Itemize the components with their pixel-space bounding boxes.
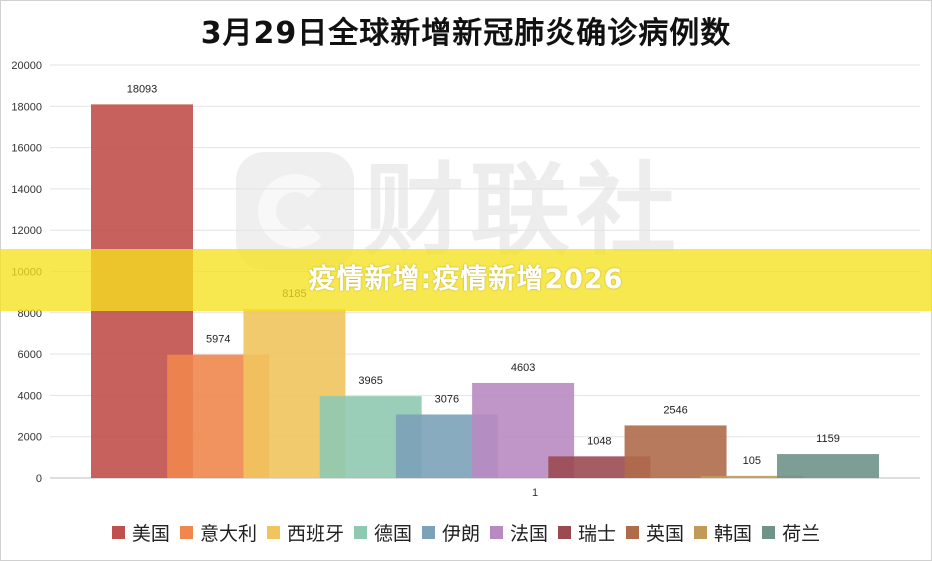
legend-swatch <box>626 525 640 539</box>
data-label-7: 2546 <box>663 404 687 416</box>
y-tick-label: 14000 <box>11 184 42 196</box>
y-tick-label: 6000 <box>18 349 42 361</box>
bar-8 <box>700 475 803 478</box>
legend-item: 伊朗 <box>421 519 480 546</box>
legend-label: 荷兰 <box>782 522 821 545</box>
overlay-banner-text: 疫情新增:疫情新增2026 <box>308 264 624 295</box>
legend-item: 意大利 <box>179 519 257 546</box>
data-label-8: 105 <box>743 455 761 467</box>
overlay-banner: 疫情新增:疫情新增2026 <box>0 249 932 311</box>
y-tick-label: 0 <box>36 473 42 485</box>
y-tick-label: 2000 <box>18 432 42 444</box>
data-label-4: 3076 <box>435 393 459 405</box>
y-tick-label: 20000 <box>11 60 42 72</box>
legend-label: 瑞士 <box>578 522 617 545</box>
data-label-3: 3965 <box>358 375 382 387</box>
chart-title: 3月29日全球新增新冠肺炎确诊病例数 <box>200 16 732 51</box>
legend-swatch <box>558 525 572 539</box>
data-label-5: 4603 <box>511 362 535 374</box>
legend-swatch <box>179 525 193 539</box>
legend-label: 法国 <box>510 522 549 545</box>
legend-swatch <box>421 525 435 539</box>
data-label-0: 18093 <box>127 83 158 95</box>
legend-label: 德国 <box>373 522 412 545</box>
legend-item: 荷兰 <box>762 519 820 546</box>
legend-swatch <box>490 525 503 539</box>
legend-swatch <box>266 525 280 539</box>
legend-item: 美国 <box>111 519 170 546</box>
legend-label: 意大利 <box>199 522 257 545</box>
legend-swatch <box>353 525 367 539</box>
legend-item: 法国 <box>490 519 548 546</box>
legend-label: 韩国 <box>714 522 753 545</box>
data-label-1: 5974 <box>206 334 230 346</box>
legend-label: 西班牙 <box>286 522 344 545</box>
y-tick-label: 16000 <box>11 143 42 155</box>
legend-label: 美国 <box>131 522 170 545</box>
legend-swatch <box>694 525 708 539</box>
legend-item: 西班牙 <box>266 519 344 546</box>
legend-item: 英国 <box>626 519 684 546</box>
data-label-9: 1159 <box>816 433 840 445</box>
legend-swatch <box>762 525 776 539</box>
legend-label: 伊朗 <box>441 522 480 545</box>
legend-item: 瑞士 <box>558 519 616 546</box>
x-tick-label: 1 <box>532 487 538 499</box>
y-tick-label: 18000 <box>11 101 42 113</box>
chart-legend: 美国 意大利 西班牙 德国 伊朗 法国 瑞士 英国 韩国 荷兰 <box>0 518 932 546</box>
data-label-6: 1048 <box>587 435 611 447</box>
legend-item: 韩国 <box>694 519 752 546</box>
bar-7 <box>624 425 727 478</box>
legend-label: 英国 <box>646 522 685 545</box>
bar-9 <box>777 454 879 478</box>
legend-swatch <box>111 525 125 539</box>
legend-item: 德国 <box>353 519 412 546</box>
y-tick-label: 12000 <box>11 225 42 237</box>
y-tick-label: 4000 <box>18 390 42 402</box>
